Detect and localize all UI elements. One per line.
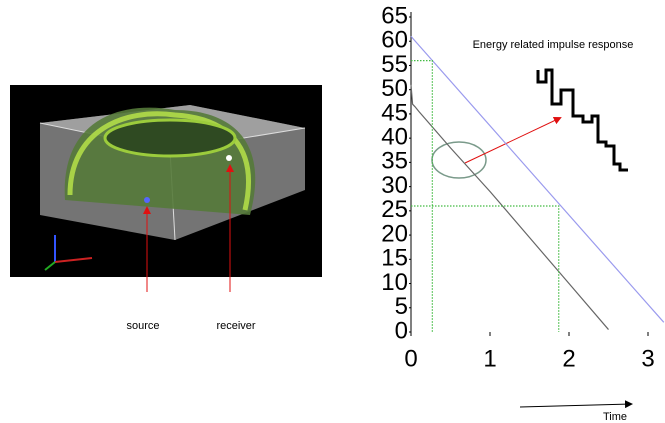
time-label: Time (603, 411, 627, 423)
y-tick-label: 35 (381, 148, 408, 175)
y-tick-label: 50 (381, 75, 408, 102)
y-tick-label: 0 (395, 317, 408, 344)
source-label: source (126, 320, 159, 332)
callout-arrow (464, 116, 562, 164)
y-tick-label: 55 (381, 51, 408, 78)
x-tick-label: 0 (404, 345, 417, 372)
y-tick-label: 30 (381, 172, 408, 199)
y-tick-label: 25 (381, 196, 408, 223)
data-line (410, 84, 609, 330)
data-line (410, 35, 665, 323)
y-tick-label: 10 (381, 269, 408, 296)
y-tick-label: 65 (381, 2, 408, 29)
y-tick-label: 20 (381, 220, 408, 247)
x-tick-label: 3 (641, 345, 654, 372)
y-tick-label: 60 (381, 27, 408, 54)
y-tick-label: 15 (381, 245, 408, 272)
step-inset (536, 68, 628, 172)
data-line (411, 60, 433, 332)
receiver-label: receiver (216, 320, 255, 332)
highlight-ellipse (431, 141, 487, 179)
data-line (411, 205, 560, 332)
y-tick-label: 40 (381, 123, 408, 150)
annotation: Energy related impulse response (473, 39, 634, 51)
y-tick-label: 5 (395, 293, 408, 320)
x-tick-label: 1 (483, 345, 496, 372)
room-render (10, 85, 322, 277)
y-tick-label: 45 (381, 99, 408, 126)
x-tick-label: 2 (562, 345, 575, 372)
time-arrow (519, 400, 633, 409)
